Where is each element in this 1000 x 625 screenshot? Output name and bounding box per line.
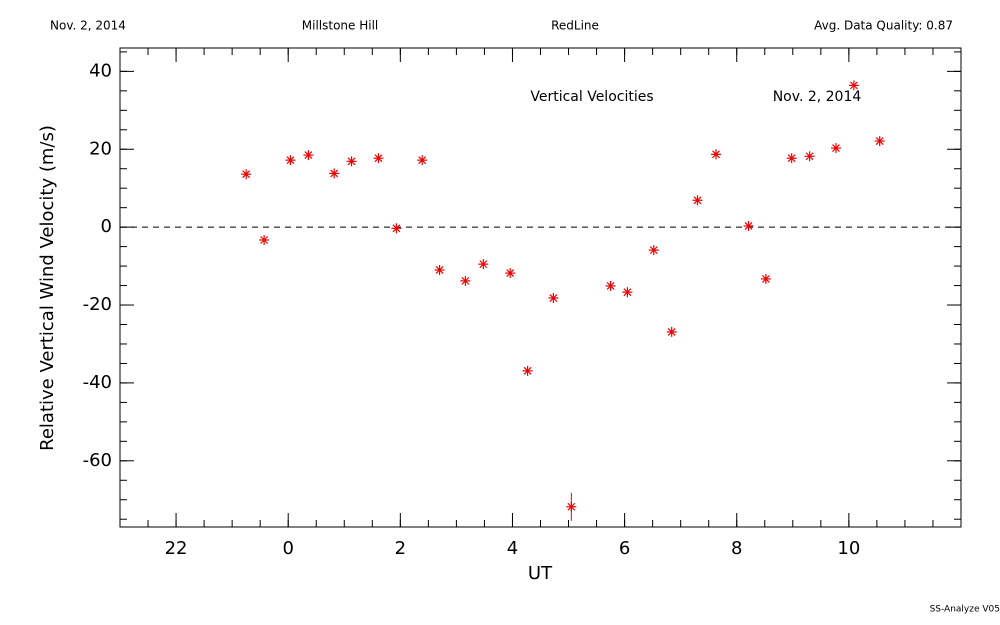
header-quality: Avg. Data Quality: 0.87 bbox=[814, 19, 953, 33]
asterisk-stroke bbox=[667, 327, 676, 336]
point bbox=[505, 268, 516, 279]
x-tick-label: 10 bbox=[837, 538, 860, 559]
footer: SS-Analyze V05 bbox=[930, 605, 1000, 615]
point bbox=[622, 287, 633, 298]
point bbox=[743, 220, 754, 231]
asterisk-stroke bbox=[787, 154, 796, 163]
y-tick-label: 40 bbox=[89, 60, 112, 81]
point bbox=[417, 155, 428, 166]
point bbox=[373, 153, 384, 164]
point bbox=[648, 245, 659, 256]
header-date: Nov. 2, 2014 bbox=[50, 19, 126, 33]
asterisk-stroke bbox=[242, 170, 251, 179]
point bbox=[241, 169, 252, 180]
point bbox=[303, 150, 314, 161]
asterisk-stroke bbox=[744, 222, 753, 230]
point bbox=[710, 149, 721, 160]
y-tick-label: 0 bbox=[101, 216, 112, 237]
asterisk-stroke bbox=[392, 224, 401, 233]
asterisk-stroke bbox=[461, 276, 470, 285]
y-tick-label: -20 bbox=[83, 294, 112, 315]
asterisk-stroke bbox=[875, 137, 884, 145]
header-line: RedLine bbox=[551, 19, 599, 33]
point bbox=[786, 153, 797, 164]
point bbox=[692, 195, 703, 206]
point bbox=[804, 151, 815, 162]
asterisk-stroke bbox=[304, 151, 313, 160]
point bbox=[874, 136, 885, 147]
y-tick-label: -40 bbox=[83, 372, 112, 393]
point bbox=[478, 259, 489, 270]
asterisk-stroke bbox=[523, 366, 532, 375]
asterisk-stroke bbox=[286, 156, 295, 165]
annotation: Nov. 2, 2014 bbox=[773, 89, 862, 105]
x-tick-label: 8 bbox=[731, 538, 742, 559]
point bbox=[460, 275, 471, 286]
point bbox=[434, 264, 445, 275]
asterisk-stroke bbox=[435, 266, 444, 274]
point bbox=[848, 80, 859, 91]
y-tick-label: -60 bbox=[83, 450, 112, 471]
point bbox=[346, 156, 357, 167]
asterisk-stroke bbox=[347, 157, 356, 166]
point bbox=[329, 168, 340, 179]
x-tick-label: 6 bbox=[619, 538, 630, 559]
point bbox=[548, 293, 559, 304]
point bbox=[605, 280, 616, 291]
point bbox=[760, 273, 771, 284]
asterisk-stroke bbox=[712, 150, 720, 159]
asterisk-stroke bbox=[567, 502, 576, 511]
asterisk-stroke bbox=[832, 144, 840, 153]
x-tick-label: 0 bbox=[282, 538, 293, 559]
asterisk-stroke bbox=[649, 246, 658, 255]
point bbox=[285, 155, 296, 166]
x-axis-label: UT bbox=[528, 563, 553, 584]
header-site: Millstone Hill bbox=[302, 19, 378, 33]
asterisk-stroke bbox=[761, 275, 770, 283]
y-axis-label: Relative Vertical Wind Velocity (m/s) bbox=[37, 125, 58, 451]
asterisk-stroke bbox=[260, 236, 269, 244]
y-tick-label: 20 bbox=[89, 138, 112, 159]
asterisk-stroke bbox=[374, 154, 383, 163]
asterisk-stroke bbox=[479, 260, 488, 269]
point bbox=[259, 234, 270, 245]
asterisk-stroke bbox=[693, 196, 702, 205]
asterisk-stroke bbox=[849, 81, 858, 90]
point bbox=[391, 223, 402, 234]
asterisk-stroke bbox=[805, 152, 814, 161]
asterisk-stroke bbox=[549, 294, 558, 302]
point bbox=[830, 143, 841, 154]
asterisk-stroke bbox=[418, 156, 427, 165]
asterisk-stroke bbox=[623, 288, 632, 297]
x-tick-label: 2 bbox=[395, 538, 406, 559]
annotation: Vertical Velocities bbox=[530, 89, 653, 105]
point bbox=[566, 501, 577, 512]
asterisk-stroke bbox=[606, 282, 615, 290]
asterisk-stroke bbox=[330, 169, 339, 178]
point bbox=[522, 365, 533, 376]
x-tick-label: 4 bbox=[507, 538, 518, 559]
x-tick-label: 22 bbox=[165, 538, 188, 559]
asterisk-stroke bbox=[506, 269, 515, 278]
point bbox=[666, 326, 677, 337]
